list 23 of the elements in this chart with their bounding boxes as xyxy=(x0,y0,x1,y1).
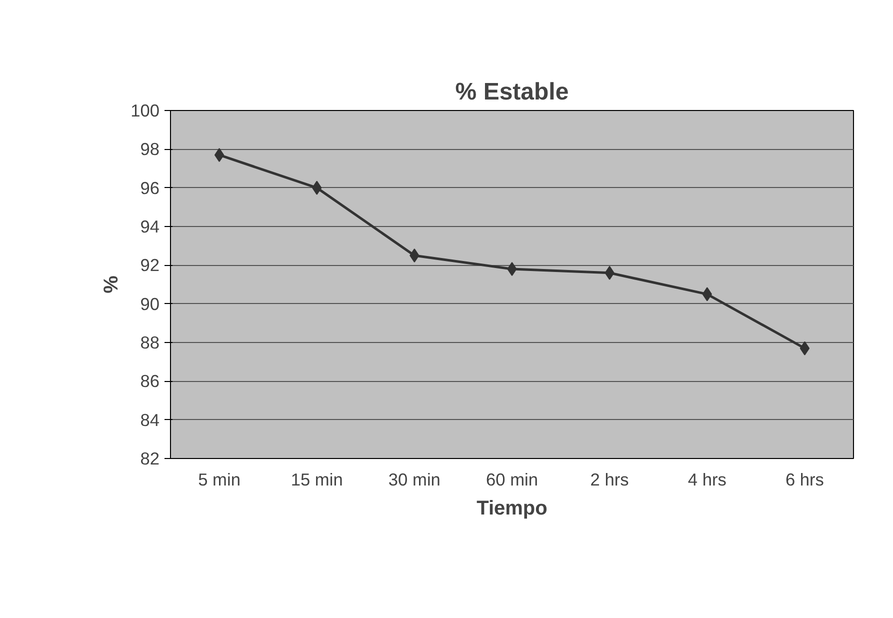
y-tick-label: 90 xyxy=(140,294,160,314)
y-tick-label: 92 xyxy=(140,255,160,276)
x-tick-label: 30 min xyxy=(388,470,440,490)
y-tick-label: 98 xyxy=(140,139,160,160)
x-tick-label: 6 hrs xyxy=(785,470,824,490)
point xyxy=(410,248,420,262)
x-axis-title: Tiempo xyxy=(476,498,548,520)
x-tick-label: 2 hrs xyxy=(590,470,630,490)
y-axis-title: % xyxy=(100,275,123,294)
x-tick-label: 4 hrs xyxy=(688,470,727,490)
y-tick-label: 82 xyxy=(140,448,160,468)
y-tick-label: 96 xyxy=(140,178,160,198)
y-tick-label: 86 xyxy=(140,371,160,392)
y-tick-label: 88 xyxy=(140,332,160,352)
x-tick-label: 60 min xyxy=(486,470,538,490)
x-tick-label: 5 min xyxy=(198,470,240,490)
y-tick-label: 94 xyxy=(140,216,160,236)
x-tick-label: 15 min xyxy=(290,470,343,490)
y-tick-label: 84 xyxy=(140,410,160,430)
y-tick-label: 100 xyxy=(130,100,160,120)
point xyxy=(214,148,224,162)
chart-title: % Estable xyxy=(455,78,569,106)
point xyxy=(800,341,810,356)
